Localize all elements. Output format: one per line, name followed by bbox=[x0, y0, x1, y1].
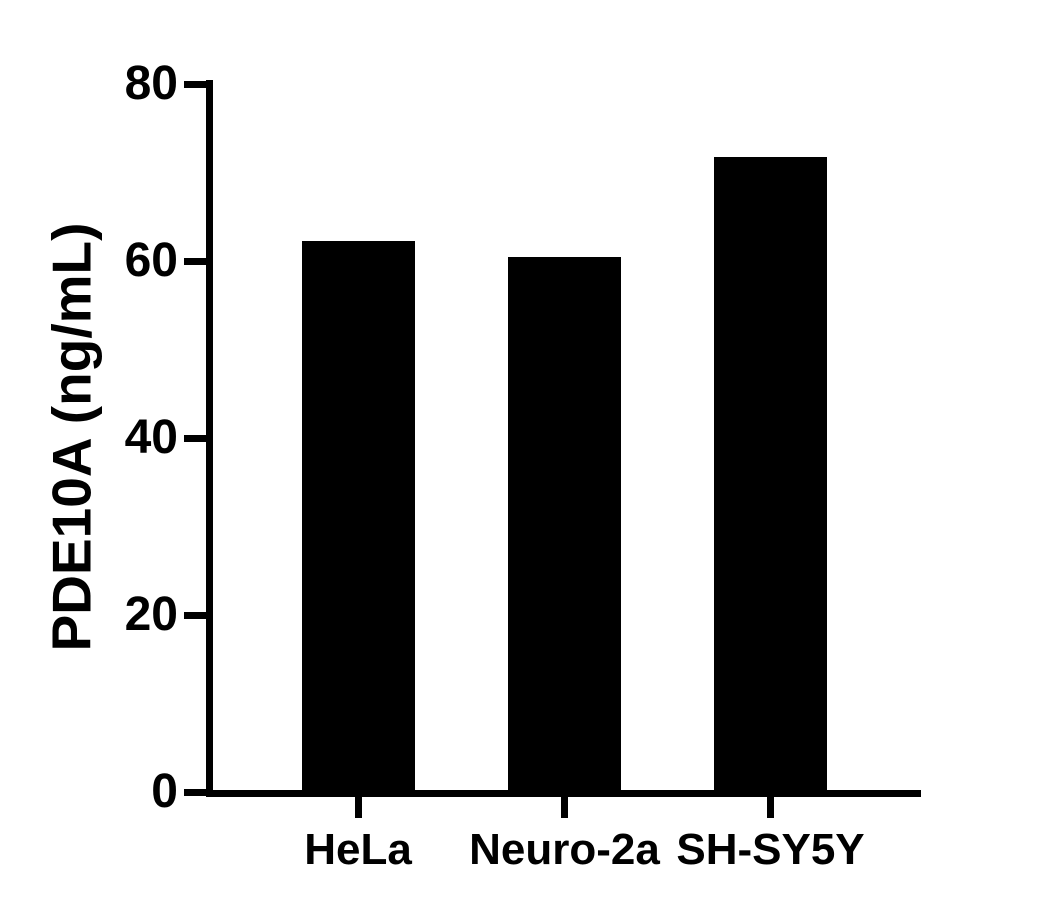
x-axis-label: SH-SY5Y bbox=[676, 825, 865, 874]
y-tick bbox=[184, 611, 206, 619]
bar-hela bbox=[301, 240, 415, 792]
y-tick bbox=[184, 257, 206, 265]
y-tick bbox=[184, 434, 206, 442]
x-tick bbox=[561, 797, 568, 818]
x-axis-line bbox=[206, 790, 921, 797]
y-tick-label: 40 bbox=[124, 411, 178, 464]
y-tick-label: 20 bbox=[124, 588, 178, 641]
x-axis-label: HeLa bbox=[304, 825, 412, 874]
bar-neuro-2a bbox=[508, 256, 621, 792]
x-tick bbox=[354, 797, 362, 818]
y-axis-line bbox=[206, 80, 213, 797]
y-tick bbox=[184, 788, 206, 796]
y-tick bbox=[184, 80, 206, 88]
x-tick bbox=[767, 797, 774, 818]
y-tick-label: 60 bbox=[124, 234, 178, 287]
y-tick-label: 0 bbox=[151, 765, 178, 818]
x-axis-label: Neuro-2a bbox=[469, 825, 660, 874]
y-tick-label: 80 bbox=[124, 57, 178, 110]
bar-sh-sy5y bbox=[714, 157, 827, 792]
